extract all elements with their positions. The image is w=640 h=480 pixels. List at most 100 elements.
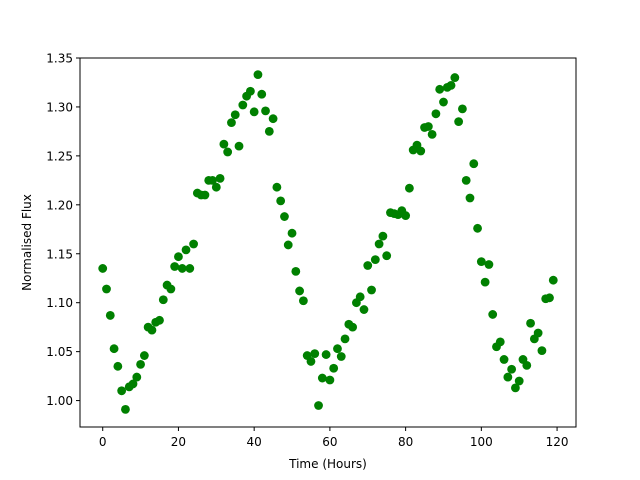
data-point — [219, 139, 229, 149]
data-point — [480, 277, 490, 287]
data-point — [177, 264, 187, 273]
data-point — [211, 182, 221, 192]
data-point — [511, 383, 520, 393]
data-point — [507, 364, 517, 374]
data-point — [431, 109, 441, 119]
y-tick-label: 1.00 — [46, 394, 73, 408]
data-point — [355, 292, 365, 302]
y-tick-label: 1.30 — [46, 100, 73, 114]
y-tick-label: 1.05 — [46, 345, 73, 359]
data-point — [291, 266, 301, 276]
data-point — [227, 118, 236, 127]
data-point — [450, 73, 460, 82]
data-point — [435, 84, 445, 94]
data-point — [461, 175, 471, 185]
data-point — [336, 352, 346, 361]
data-point — [526, 318, 535, 328]
data-point — [257, 89, 267, 99]
data-point — [359, 305, 369, 314]
data-point — [374, 239, 384, 249]
data-point — [458, 104, 467, 114]
y-axis-ticks: 1.00 1.05 1.10 1.15 1.20 1.25 1.30 1.35 — [46, 52, 80, 408]
data-point — [230, 110, 240, 120]
data-point — [132, 372, 142, 382]
data-point — [109, 344, 119, 354]
y-tick-label: 1.25 — [46, 149, 73, 163]
data-point — [465, 193, 475, 203]
data-point — [113, 361, 123, 371]
data-point — [223, 147, 233, 157]
x-axis-ticks: 0 20 40 60 80 100 120 — [99, 427, 569, 449]
y-axis-label: Normalised Flux — [20, 194, 34, 291]
data-point — [321, 350, 331, 359]
data-point — [287, 228, 297, 238]
y-tick-label: 1.35 — [46, 52, 73, 66]
data-point — [253, 70, 263, 80]
data-point — [272, 182, 282, 192]
data-point — [105, 311, 115, 320]
data-point — [189, 239, 198, 249]
data-point — [469, 159, 479, 169]
data-point — [185, 264, 195, 273]
data-point — [136, 359, 145, 369]
data-point — [249, 107, 259, 117]
data-point — [98, 264, 108, 273]
data-point — [454, 117, 464, 127]
data-point — [139, 351, 149, 360]
data-point — [363, 261, 373, 270]
x-tick-label: 80 — [398, 435, 413, 449]
data-point — [340, 334, 350, 344]
data-point — [295, 286, 304, 296]
data-point — [117, 386, 127, 396]
x-tick-label: 40 — [247, 435, 262, 449]
data-point — [333, 344, 342, 354]
data-point — [439, 97, 448, 107]
data-point — [306, 357, 316, 366]
data-point — [317, 373, 327, 383]
data-point — [170, 262, 180, 271]
data-point — [238, 100, 248, 110]
data-point — [174, 252, 183, 262]
data-point — [280, 212, 289, 221]
data-point — [348, 322, 358, 332]
data-point — [488, 310, 498, 319]
data-point — [533, 328, 543, 338]
data-point — [522, 360, 532, 370]
data-point — [495, 337, 505, 347]
data-point — [276, 196, 286, 206]
x-tick-label: 0 — [99, 435, 107, 449]
plot-frame — [79, 57, 577, 428]
data-point — [181, 245, 191, 255]
data-point — [298, 296, 308, 306]
data-point — [446, 81, 456, 90]
data-point — [367, 285, 376, 295]
x-tick-label: 100 — [470, 435, 493, 449]
data-point — [378, 231, 388, 241]
data-point — [121, 404, 130, 414]
data-point — [325, 375, 335, 385]
data-point — [200, 190, 210, 200]
data-point — [370, 255, 380, 265]
data-point — [261, 106, 270, 116]
data-point — [155, 315, 164, 325]
data-point — [215, 173, 225, 183]
data-points — [98, 70, 558, 414]
data-point — [268, 114, 278, 124]
data-point — [314, 401, 323, 410]
data-point — [484, 260, 494, 269]
data-point — [283, 240, 293, 250]
data-point — [147, 325, 157, 335]
data-point — [405, 183, 414, 193]
data-point — [166, 284, 176, 294]
x-tick-label: 60 — [322, 435, 337, 449]
data-point — [548, 275, 558, 285]
x-tick-label: 20 — [171, 435, 186, 449]
y-tick-label: 1.20 — [46, 198, 73, 212]
data-point — [208, 175, 217, 185]
data-point — [514, 376, 524, 386]
data-point — [158, 295, 168, 305]
data-point — [499, 355, 509, 364]
data-point — [416, 146, 426, 156]
